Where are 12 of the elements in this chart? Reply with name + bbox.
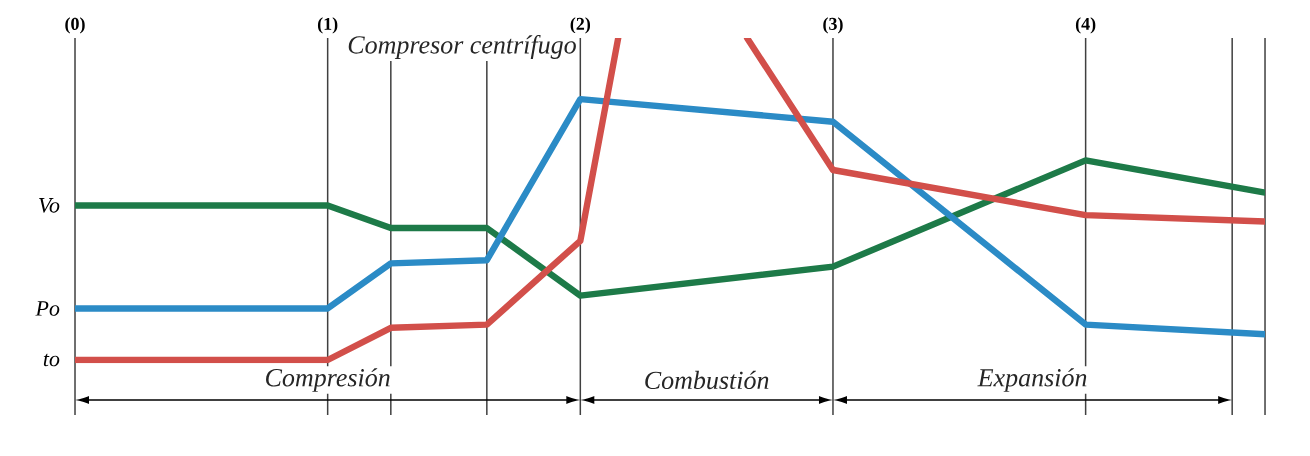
series-label: Po: [35, 301, 60, 316]
x-tick-label: (2): [570, 17, 591, 34]
x-tick-label: (0): [65, 17, 85, 34]
annotation: Compresor centrífugo: [348, 35, 576, 59]
series-label: to: [43, 353, 60, 367]
text: Compresión: [266, 368, 390, 392]
x-tick-label: (4): [1075, 17, 1096, 34]
x-tick-label: (1): [317, 17, 338, 34]
text: Combustión: [645, 370, 769, 390]
series-label: Vo: [39, 198, 60, 213]
x-tick-label: (3): [823, 17, 843, 34]
text: Expansión: [977, 368, 1087, 392]
